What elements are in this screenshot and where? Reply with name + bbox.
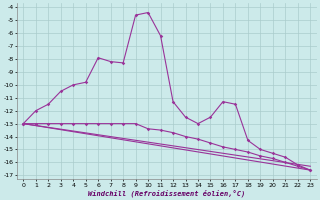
- X-axis label: Windchill (Refroidissement éolien,°C): Windchill (Refroidissement éolien,°C): [88, 189, 245, 197]
